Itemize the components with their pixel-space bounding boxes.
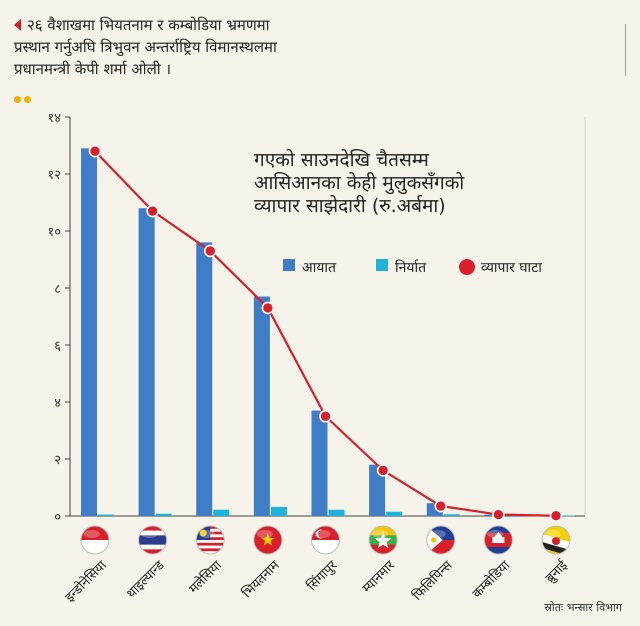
chart-title-line-3: व्यापार साझेदारी (रु.अर्बमा) (254, 194, 446, 217)
caption-line-1-text: २६ वैशाखमा भियतनाम र कम्बोडिया भ्रमणमा (27, 16, 270, 34)
flag-gloss (84, 530, 100, 538)
thailand-flag-icon (138, 526, 167, 554)
export-bar (328, 509, 345, 516)
flag-ring (311, 525, 340, 555)
x-tick-label: भियतनाम (239, 557, 283, 601)
deficit-point (549, 509, 563, 523)
legend-export: निर्यात (376, 259, 427, 276)
import-bar (253, 296, 270, 516)
cambodia-flag-icon (484, 526, 513, 554)
flag-gloss (372, 530, 389, 538)
column-divider (625, 24, 626, 76)
chart-bars (81, 148, 575, 517)
deficit-point (261, 301, 275, 315)
export-bar (386, 511, 403, 516)
legend-deficit: व्यापार घाटा (459, 259, 542, 276)
legend-swatch (283, 259, 295, 271)
export-bar (155, 513, 172, 516)
legend-swatch (376, 259, 388, 271)
y-tick-label: ६ (54, 339, 61, 354)
import-bar (138, 208, 155, 516)
flag-ring (138, 525, 168, 555)
singapore-flag-icon (311, 526, 340, 554)
deficit-point (88, 144, 102, 158)
caption-line-1: २६ वैशाखमा भियतनाम र कम्बोडिया भ्रमणमा (14, 14, 614, 36)
y-tick-label: ४ (54, 396, 61, 411)
photo-caption: २६ वैशाखमा भियतनाम र कम्बोडिया भ्रमणमा प… (14, 14, 614, 80)
flag-ring (426, 525, 456, 555)
caption-line-2: प्रस्थान गर्नुअघि त्रिभुवन अन्तर्राष्ट्र… (14, 38, 277, 56)
chart-axes: ० २ ४ ६ ८ १० १२ १४ (47, 111, 586, 525)
x-tick-label: सिंगापुर (304, 557, 341, 594)
flag-gloss (487, 530, 504, 538)
export-bar (270, 506, 287, 516)
deficit-point (376, 464, 390, 477)
export-bar (213, 509, 230, 516)
flag-ring (368, 525, 398, 555)
export-bar (443, 514, 460, 516)
y-tick-label: १४ (47, 111, 61, 126)
x-tick-label: म्यानमार (360, 558, 399, 597)
dot-icon (24, 96, 31, 103)
export-bar (98, 514, 114, 516)
flag-ring (80, 525, 110, 555)
flag-ring (483, 525, 513, 555)
deficit-point (146, 204, 159, 218)
legend-label: आयात (302, 260, 337, 276)
chart-legend: आयात निर्यात व्यापार घाटा (283, 259, 542, 276)
flag-gloss (314, 530, 331, 538)
y-tick-label: १० (47, 225, 61, 240)
export-bar (501, 516, 518, 517)
deficit-point (434, 499, 448, 513)
chart-title: गएको साउनदेखि चैतसम्म आसिआनका केही मुलुक… (254, 148, 465, 217)
flag-gloss (141, 530, 158, 538)
import-bar (369, 464, 386, 516)
import-bar (196, 242, 213, 516)
chart-title-line-1: गएको साउनदेखि चैतसम्म (254, 148, 429, 171)
y-tick-label: ० (54, 510, 61, 525)
deficit-point (319, 409, 332, 423)
legend-swatch (459, 259, 475, 275)
x-tick-label: इन्डोनेसिया (62, 557, 110, 605)
dot-icon (14, 96, 21, 103)
flag-gloss (429, 530, 446, 538)
deficit-point (203, 244, 217, 258)
x-tick-label: थाइल्यान्ड (124, 557, 168, 601)
import-bar (311, 410, 328, 516)
philippines-flag-icon (426, 526, 455, 554)
legend-label: निर्यात (395, 259, 427, 276)
x-tick-label: फिलिपिन्स (409, 557, 455, 603)
deficit-point (492, 508, 505, 521)
caption-line-3: प्रधानमन्त्री केपी शर्मा ओली । (14, 60, 172, 78)
y-tick-label: २ (54, 453, 61, 468)
vietnam-flag-icon (253, 526, 282, 554)
legend-label: व्यापार घाटा (481, 260, 542, 276)
x-tick-label: कम्बोडिया (469, 557, 513, 601)
flag-ring (253, 525, 283, 555)
export-bar (559, 515, 575, 517)
flag-gloss (545, 530, 561, 538)
caption-arrow-icon (14, 19, 21, 31)
flag-ring (541, 525, 571, 555)
data-source: स्रोतः भन्सार विभाग (544, 601, 622, 614)
chart-title-line-2: आसिआनका केही मुलुकसँगको (254, 171, 465, 195)
import-bar (81, 148, 97, 516)
myanmar-flag-icon (369, 526, 398, 554)
flag-gloss (256, 530, 273, 538)
y-tick-label: १२ (47, 168, 61, 183)
x-tick-label: मलेसिया (186, 557, 226, 597)
indonesia-flag-icon (81, 526, 109, 554)
x-tick-label: ब्रुनाई (542, 557, 571, 586)
flag-ring (195, 525, 225, 555)
y-tick-label: ८ (54, 282, 61, 297)
flag-gloss (199, 530, 216, 538)
legend-import: आयात (283, 259, 337, 276)
x-axis-labels: इन्डोनेसिया थाइल्यान्ड मलेसिया भियतनाम सिंगा… (62, 525, 572, 605)
caption-dots (14, 88, 34, 107)
brunei-flag-icon (542, 526, 570, 554)
deficit-line (88, 144, 563, 523)
